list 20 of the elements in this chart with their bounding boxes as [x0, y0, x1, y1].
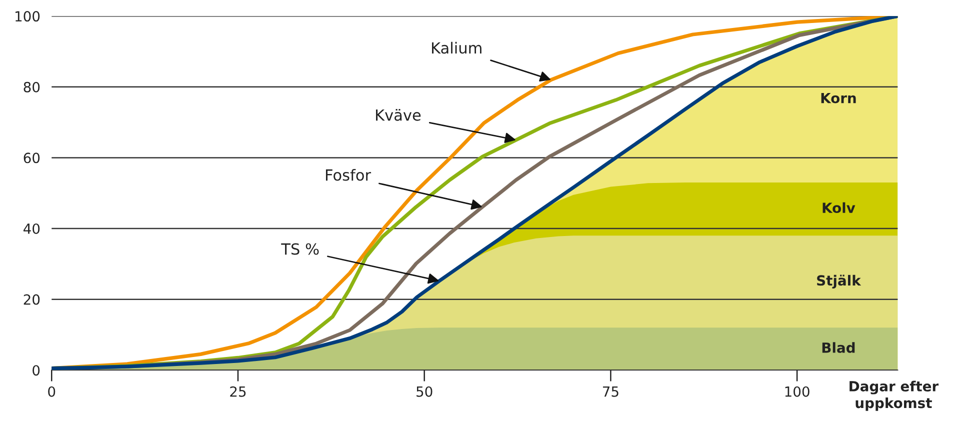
x-axis-title: Dagar efter uppkomst	[850, 380, 939, 411]
x-tick-label: 75	[602, 386, 618, 397]
y-tick-label: 100	[16, 11, 40, 22]
y-tick-label: 0	[32, 365, 40, 376]
x-tick-label: 100	[785, 386, 810, 397]
x-tick-label: 50	[416, 386, 432, 397]
series-label: Blad	[822, 342, 855, 353]
x-tick-label: 0	[48, 386, 56, 397]
annotation: Kväve	[376, 109, 421, 121]
y-tick-label: 40	[24, 223, 40, 234]
x-tick-label: 25	[230, 386, 246, 397]
annotation: TS %	[281, 243, 319, 255]
series-label: Kolv	[822, 202, 856, 214]
series-label: Korn	[821, 92, 856, 104]
annotation: Fosfor	[326, 168, 372, 181]
y-tick-label: 60	[24, 152, 40, 164]
y-tick-label: 20	[24, 294, 40, 305]
y-tick-label: 80	[24, 82, 40, 92]
annotation: Kalium	[432, 42, 482, 54]
series-label: Stjälk	[817, 274, 862, 288]
